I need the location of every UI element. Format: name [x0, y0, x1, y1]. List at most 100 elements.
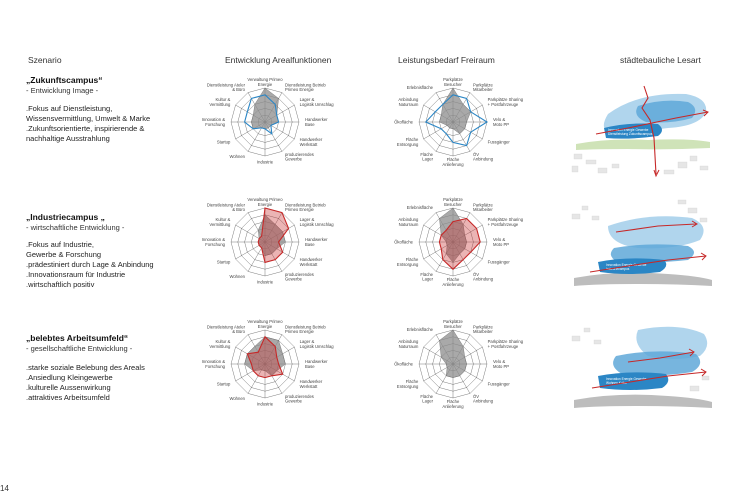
scenario-line — [424, 94, 489, 147]
scenario-1-title: „Zukunftscampus“ — [26, 75, 103, 85]
radar-freespace-1: Parkplätze Besucher Parkplätze Mitarbeiter P… — [393, 70, 524, 180]
baseline-area — [439, 329, 467, 378]
baseline-area — [251, 87, 279, 130]
urban-label: Innovation Energie Gewerbe — [606, 263, 647, 267]
axis-label: Dienstleistung Betrieb Primeo Energie — [285, 83, 326, 93]
header-urban: städtebauliche Lesart — [620, 55, 701, 65]
urban-label: Innovation Energie Gewerbe — [608, 128, 649, 132]
axis-label: Erlebnisfläche — [407, 327, 434, 332]
axis-label: Handwerker Base — [305, 117, 328, 127]
axis-label: Wohnen — [229, 274, 245, 279]
bullet: .Fokus auf Dienstleistung, — [26, 104, 113, 113]
axis-label: Fläche Entsorgung — [397, 137, 419, 147]
axis-label: Parkplätze Sharing + Postfahrzeuge — [488, 339, 524, 349]
axis-label: Parkplätze Mitarbeiter — [473, 83, 493, 93]
axis-label: Startup — [217, 382, 231, 387]
axis-label: Fläche Anlieferung — [442, 399, 464, 409]
page-number: 14 — [0, 484, 9, 493]
scenario-3-subtitle: - gesellschaftliche Entwicklung - — [26, 344, 133, 353]
urban-diagram-3: Innovation Energie Gewerbe Wohnen Kultur — [568, 316, 716, 426]
axis-label: Dienstleistung Ateler & Büro — [207, 325, 246, 335]
axis-label: Innovation & Forschung — [202, 359, 226, 369]
axis-label: Verwaltung Primeo Energie — [247, 319, 283, 329]
axis-label: Kultur & Vermittlung — [209, 217, 231, 227]
axis-label: Handwerker Werkstatt — [300, 257, 323, 267]
radar-freespace-3: Parkplätze Besucher Parkplätze Mitarbeiter P… — [393, 312, 524, 422]
axis-label: Dienstleistung Ateler & Büro — [207, 203, 246, 213]
axis-label: Anbindung Naturraum — [398, 97, 419, 107]
axis-label: Velo & Moto PP — [493, 359, 509, 369]
axis-label: Parkplätze Besucher — [443, 77, 463, 87]
header-scenario: Szenario — [28, 55, 62, 65]
axis-label: Handwerker Werkstatt — [300, 137, 323, 147]
axis-label: Verwaltung Primeo Energie — [247, 77, 283, 87]
scenario-line — [257, 207, 290, 264]
bullet: .Fokus auf Industrie, — [26, 240, 94, 249]
axis-label: Dienstleistung Ateler & Büro — [207, 83, 246, 93]
axis-label: Startup — [217, 260, 231, 265]
axis-label: Handwerker Base — [305, 237, 328, 247]
axis-label: Innovation & Forschung — [202, 117, 226, 127]
urban-label: Industriecampus — [606, 267, 630, 271]
axis-label: Fläche Lager — [420, 272, 433, 282]
axis-label: Velo & Moto PP — [493, 237, 509, 247]
bullet: .wirtschaftlich positiv — [26, 280, 95, 289]
bullet: .starke soziale Belebung des Areals — [26, 363, 145, 372]
axis-label: Parkplätze Sharing + Postfahrzeuge — [488, 217, 524, 227]
axis-label: Parkplätze Mitarbeiter — [473, 325, 493, 335]
axis-label: Handwerker Base — [305, 359, 328, 369]
axis-label: Wohnen — [229, 154, 245, 159]
scenario-2-bullets: .Fokus auf Industrie, Gewerbe & Forschun… — [26, 240, 154, 290]
radar-freespace-2: Parkplätze Besucher Parkplätze Mitarbeiter P… — [393, 190, 524, 300]
scenario-2-subtitle: - wirtschaftliche Entwicklung - — [26, 223, 125, 232]
axis-label: ÖV Anbindung — [473, 152, 494, 162]
urban-label: Innovation Energie Gewerbe — [606, 377, 647, 381]
urban-label: Dienstleistung Zukunftscampus — [608, 132, 653, 136]
axis-label: Anbindung Naturraum — [398, 339, 419, 349]
scenario-3-title: „belebtes Arbeitsumfeld“ — [26, 333, 129, 343]
header-functions: Entwicklung Arealfunktionen — [225, 55, 332, 65]
axis-label: Erlebnisfläche — [407, 205, 434, 210]
bullet: .attraktives Arbeitsumfeld — [26, 393, 110, 402]
scenario-line — [438, 217, 481, 270]
bullet: Wissensvermittlung, Umwelt & Marke — [26, 114, 151, 123]
axis-label: Lager & Logistik Umschlag — [300, 217, 335, 227]
axis-label: Dienstleistung Betrieb Primeo Energie — [285, 203, 326, 213]
axis-label: Kultur & Vermittlung — [209, 339, 231, 349]
axis-label: Fussgänger — [488, 140, 511, 145]
axis-label: Fussgänger — [488, 382, 511, 387]
scenario-1-subtitle: - Entwicklung Image - — [26, 86, 99, 95]
axis-label: ÖV Anbindung — [473, 394, 494, 404]
axis-label: Verwaltung Primeo Energie — [247, 197, 283, 207]
axis-label: Anbindung Naturraum — [398, 217, 419, 227]
axis-label: Fläche Anlieferung — [442, 277, 464, 287]
axis-label: Parkplätze Besucher — [443, 319, 463, 329]
axis-label: Wohnen — [229, 396, 245, 401]
axis-label: Fussgänger — [488, 260, 511, 265]
axis-label: Ökofläche — [394, 120, 414, 125]
bullet: nachhaltige Ausstrahlung — [26, 134, 110, 143]
axis-label: Parkplätze Sharing + Postfahrzeuge — [488, 97, 524, 107]
bullet: .Ansiedlung Kleingewerbe — [26, 373, 113, 382]
axis-label: Lager & Logistik Umschlag — [300, 339, 335, 349]
axis-label: ÖV Anbindung — [473, 272, 494, 282]
axis-label: Lager & Logistik Umschlag — [300, 97, 335, 107]
axis-label: Fläche Lager — [420, 394, 433, 404]
header-freespace: Leistungsbedarf Freiraum — [398, 55, 495, 65]
scenario-1-bullets: .Fokus auf Dienstleistung, Wissensvermit… — [26, 104, 150, 144]
axis-label: Startup — [217, 140, 231, 145]
axis-label: Parkplätze Besucher — [443, 197, 463, 207]
axis-label: Kultur & Vermittlung — [209, 97, 231, 107]
urban-diagram-1: Innovation Energie Gewerbe Dienstleistun… — [568, 78, 716, 188]
axis-label: Industrie — [257, 280, 274, 285]
axis-label: Fläche Lager — [420, 152, 433, 162]
axis-label: Innovation & Forschung — [202, 237, 226, 247]
bullet: Gewerbe & Forschung — [26, 250, 102, 259]
axis-label: Fläche Anlieferung — [442, 157, 464, 167]
radar-functions-2: Verwaltung Primeo Energie Dienstleistung B… — [202, 190, 335, 300]
axis-label: Parkplätze Mitarbeiter — [473, 203, 493, 213]
axis-label: Ökofläche — [394, 362, 414, 367]
axis-label: Industrie — [257, 402, 274, 407]
radar-functions-3: Verwaltung Primeo Energie Dienstleistung B… — [202, 312, 335, 422]
axis-label: Fläche Entsorgung — [397, 379, 419, 389]
